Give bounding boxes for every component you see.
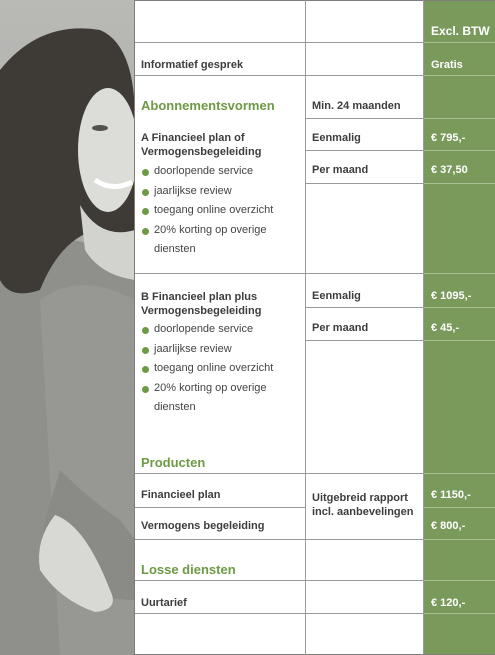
plan-b-title: B Financieel plan plus Vermogensbegeleid… bbox=[141, 291, 262, 317]
row-divider bbox=[306, 340, 424, 341]
row-divider bbox=[135, 75, 424, 76]
plan-b-eenmalig-price: € 1095,- bbox=[431, 290, 472, 302]
price-divider bbox=[424, 340, 495, 341]
plan-b-maand-price: € 45,- bbox=[431, 322, 460, 334]
excl-btw-header: Excl. BTW bbox=[431, 24, 490, 38]
product-note: Uitgebreid rapport incl. aanbevelingen bbox=[312, 492, 414, 518]
plan-b-maand-label: Per maand bbox=[312, 322, 369, 334]
row-divider bbox=[135, 473, 424, 474]
price-column bbox=[424, 0, 495, 655]
plan-b-bullets: doorlopende service jaarlijkse review to… bbox=[141, 320, 301, 418]
bullet-dot bbox=[142, 346, 149, 354]
bullet-dot bbox=[142, 227, 149, 235]
row-divider bbox=[135, 507, 306, 508]
plan-a-eenmalig-price: € 795,- bbox=[431, 132, 466, 144]
intro-label: Informatief gesprek bbox=[141, 59, 244, 71]
row-divider bbox=[306, 150, 424, 151]
price-divider bbox=[424, 307, 495, 308]
frame-left bbox=[134, 0, 135, 655]
price-divider bbox=[424, 580, 495, 581]
plan-a-eenmalig-label: Eenmalig bbox=[312, 132, 361, 144]
row-divider bbox=[306, 183, 424, 184]
price-divider bbox=[424, 118, 495, 119]
row-divider bbox=[135, 613, 424, 614]
price-divider bbox=[424, 539, 495, 540]
row-divider bbox=[135, 273, 424, 274]
list-item: 20% korting op overige diensten bbox=[141, 379, 301, 418]
min-duration-label: Min. 24 maanden bbox=[312, 100, 401, 112]
bullet-dot bbox=[142, 327, 149, 334]
plan-a-title: A Financieel plan of Vermogensbegeleidin… bbox=[141, 132, 262, 158]
bullet-dot bbox=[142, 366, 149, 373]
row-divider bbox=[135, 539, 424, 540]
list-item: 20% korting op overige diensten bbox=[141, 221, 301, 260]
price-divider bbox=[424, 507, 495, 508]
column-divider bbox=[305, 0, 306, 655]
list-item: jaarlijkse review bbox=[141, 340, 301, 360]
row-divider bbox=[135, 580, 424, 581]
row-divider bbox=[135, 42, 424, 43]
price-divider bbox=[424, 613, 495, 614]
row-divider bbox=[306, 118, 424, 119]
plan-b-eenmalig-label: Eenmalig bbox=[312, 290, 361, 302]
column-divider bbox=[423, 0, 424, 655]
plan-a-maand-label: Per maand bbox=[312, 164, 369, 176]
list-item: toegang online overzicht bbox=[141, 201, 301, 221]
bullet-dot bbox=[142, 208, 149, 215]
bullet-dot bbox=[142, 385, 149, 393]
product-price: € 1150,- bbox=[431, 489, 471, 501]
price-divider bbox=[424, 75, 495, 76]
price-divider bbox=[424, 273, 495, 274]
service-price: € 120,- bbox=[431, 597, 466, 609]
section-title-abonnementen: Abonnementsvormen bbox=[141, 98, 275, 113]
price-divider bbox=[424, 473, 495, 474]
service-label: Uurtarief bbox=[141, 597, 187, 609]
list-item: doorlopende service bbox=[141, 162, 301, 182]
price-divider bbox=[424, 42, 495, 43]
plan-a-bullets: doorlopende service jaarlijkse review to… bbox=[141, 162, 301, 260]
price-divider bbox=[424, 150, 495, 151]
plan-a-maand-price: € 37,50 bbox=[431, 164, 468, 176]
list-item: jaarlijkse review bbox=[141, 182, 301, 202]
intro-price: Gratis bbox=[431, 59, 463, 71]
frame-top bbox=[134, 0, 495, 1]
list-item: doorlopende service bbox=[141, 320, 301, 340]
bullet-dot bbox=[142, 169, 149, 176]
section-title-producten: Producten bbox=[141, 455, 206, 470]
product-label: Vermogens begeleiding bbox=[141, 520, 265, 532]
bullet-dot bbox=[142, 188, 149, 196]
section-title-losse-diensten: Losse diensten bbox=[141, 562, 236, 577]
row-divider bbox=[306, 307, 424, 308]
product-price: € 800,- bbox=[431, 520, 466, 532]
list-item: toegang online overzicht bbox=[141, 359, 301, 379]
price-divider bbox=[424, 183, 495, 184]
product-label: Financieel plan bbox=[141, 489, 221, 501]
advisor-photo bbox=[0, 0, 135, 655]
